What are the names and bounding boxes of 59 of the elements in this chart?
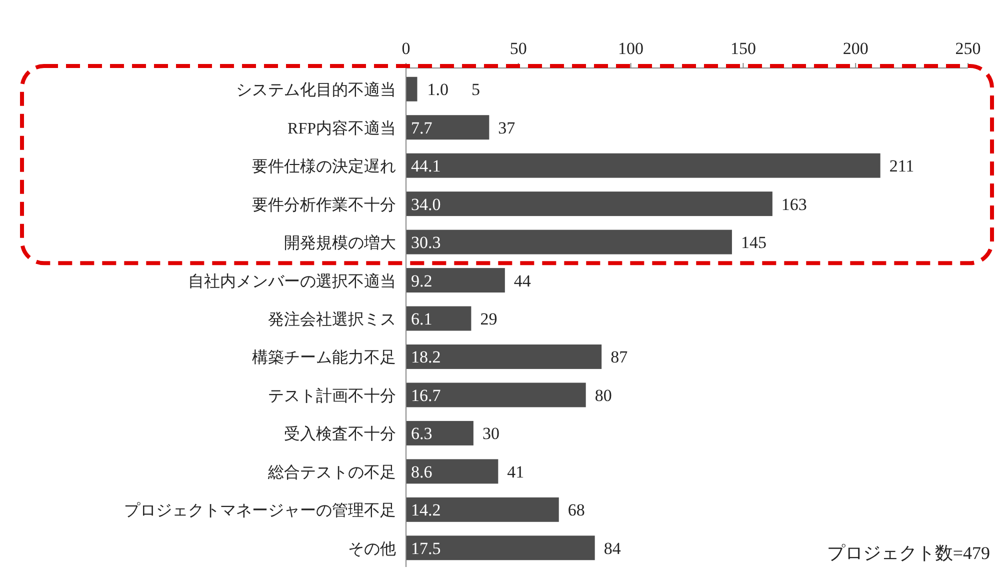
y-tick-label: 開発規模の増大 [284,234,396,252]
data-label: 30 [482,424,500,444]
y-tick-label: 自社内メンバーの選択不適当 [188,272,396,290]
annotation: 18.2 [411,348,441,367]
y-tick-label: プロジェクトマネージャーの管理不足 [124,502,396,520]
x-tick-label: 100 [618,39,644,58]
data-label: 68 [568,500,585,520]
data-label: 37 [498,118,516,138]
data-label: 84 [604,538,622,558]
bar [406,230,732,254]
annotation: 34.0 [411,194,441,214]
annotation: 16.7 [411,386,442,405]
data-label: 5 [471,80,480,100]
bar [406,268,505,293]
y-tick-label: 受入検査不十分 [284,425,396,444]
data-label: 145 [740,233,766,252]
annotation: 7.7 [411,118,433,138]
y-tick-label: 総合テストの不足 [267,463,396,482]
annotation: 30.3 [411,233,441,252]
bar [406,382,586,408]
data-label: 44 [514,271,532,290]
bar [406,153,880,178]
data-label: 211 [889,156,914,176]
bar [406,115,490,140]
annotation: プロジェクト数=479 [826,543,990,563]
y-tick-label: 構築チーム能力不足 [252,348,396,367]
annotation: 6.1 [411,310,432,328]
bar [406,497,559,522]
y-tick-label: テスト計画不十分 [268,386,396,405]
y-tick-label: 発注会社選択ミス [268,310,396,328]
annotation: 9.2 [411,271,432,290]
y-tick-label: その他 [348,540,396,558]
annotation: 6.3 [411,424,432,444]
annotation: 17.5 [411,538,441,558]
annotation: 1.0 [427,80,448,100]
data-label: 41 [507,462,524,482]
x-tick-label: 250 [955,39,981,58]
x-tick-label: 50 [510,39,527,58]
y-tick-label: RFP内容不適当 [288,119,396,138]
bar [406,536,595,560]
annotation: 44.1 [411,156,441,176]
data-label: 29 [480,310,498,328]
bar [406,76,418,102]
y-tick-label: システム化目的不適当 [236,81,396,100]
data-label: 87 [610,348,628,367]
annotation: 14.2 [411,500,441,520]
bar [406,306,472,331]
annotation: 8.6 [411,462,432,482]
y-tick-label: 要件仕様の決定遅れ [252,158,396,176]
x-tick-label: 0 [402,39,410,58]
bar [406,344,602,369]
y-tick-label: 要件分析作業不十分 [252,196,396,214]
bar [406,459,498,484]
data-label: 80 [594,386,612,405]
x-tick-label: 200 [842,39,868,58]
data-label: 163 [781,194,807,214]
x-tick-label: 150 [730,39,756,58]
bar [406,420,474,446]
bar [406,192,772,216]
